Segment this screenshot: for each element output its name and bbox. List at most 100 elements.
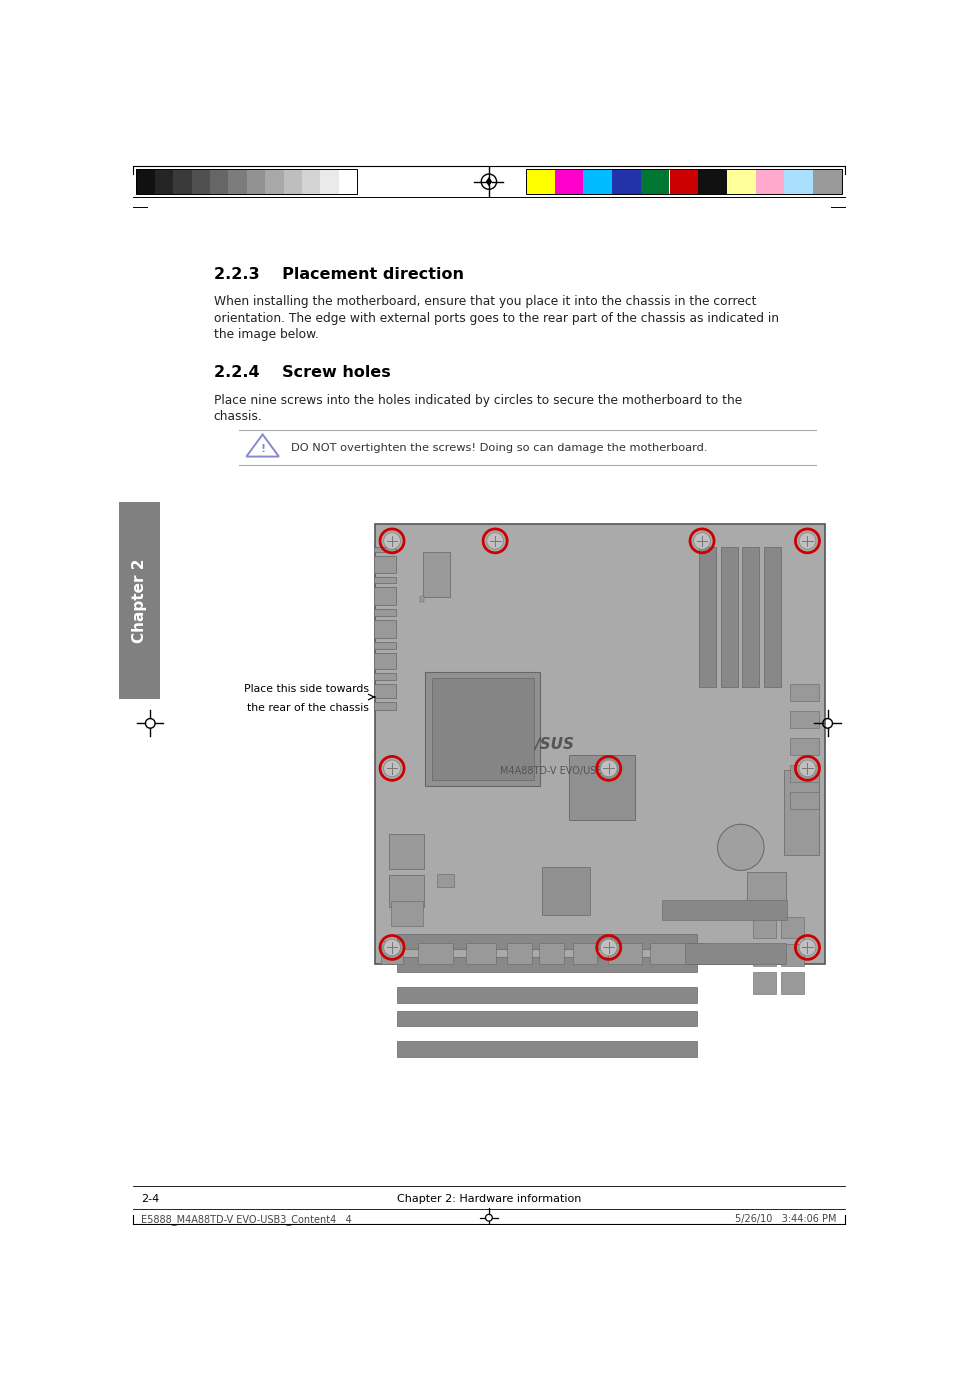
Bar bbox=[374, 654, 395, 669]
Circle shape bbox=[799, 533, 815, 549]
Text: M4A88TD-V EVO/USB3: M4A88TD-V EVO/USB3 bbox=[499, 765, 609, 776]
Text: the rear of the chassis: the rear of the chassis bbox=[247, 703, 369, 713]
Bar bbox=[789, 684, 819, 700]
Bar bbox=[781, 971, 803, 993]
Bar bbox=[661, 900, 786, 919]
Bar bbox=[753, 944, 776, 966]
Bar bbox=[374, 673, 395, 680]
Bar bbox=[669, 169, 698, 194]
Bar bbox=[763, 548, 781, 687]
Bar bbox=[789, 793, 819, 809]
Bar bbox=[375, 524, 823, 965]
Circle shape bbox=[599, 760, 617, 776]
Bar bbox=[419, 596, 423, 603]
Bar bbox=[374, 621, 395, 638]
Bar bbox=[746, 872, 785, 910]
Text: /SUS: /SUS bbox=[535, 736, 575, 751]
Bar bbox=[119, 502, 159, 699]
Bar bbox=[568, 755, 634, 820]
Bar bbox=[781, 916, 803, 938]
Bar bbox=[396, 933, 697, 949]
Text: orientation. The edge with external ports goes to the rear part of the chassis a: orientation. The edge with external port… bbox=[213, 312, 778, 325]
Bar bbox=[720, 548, 737, 687]
Bar bbox=[374, 556, 395, 574]
Bar bbox=[789, 711, 819, 728]
Bar bbox=[154, 169, 172, 194]
Bar bbox=[374, 608, 395, 616]
Bar bbox=[431, 678, 534, 780]
Bar bbox=[422, 552, 450, 597]
Bar bbox=[374, 641, 395, 649]
Bar bbox=[607, 943, 641, 965]
Bar bbox=[753, 916, 776, 938]
Bar bbox=[783, 771, 819, 854]
Bar bbox=[572, 943, 597, 965]
Bar bbox=[466, 943, 496, 965]
Bar bbox=[684, 943, 785, 965]
Circle shape bbox=[599, 938, 617, 956]
Bar bbox=[789, 738, 819, 755]
Circle shape bbox=[799, 760, 815, 776]
Bar bbox=[320, 169, 338, 194]
Circle shape bbox=[799, 938, 815, 956]
Circle shape bbox=[693, 533, 710, 549]
Bar bbox=[172, 169, 192, 194]
Polygon shape bbox=[485, 178, 492, 186]
Bar bbox=[640, 169, 669, 194]
Bar bbox=[136, 169, 154, 194]
Bar bbox=[649, 943, 703, 965]
Bar bbox=[302, 169, 320, 194]
Bar bbox=[612, 169, 640, 194]
Bar bbox=[390, 901, 422, 926]
Bar bbox=[753, 971, 776, 993]
Bar bbox=[506, 943, 531, 965]
Bar bbox=[136, 169, 356, 194]
Bar bbox=[417, 943, 452, 965]
Bar bbox=[396, 956, 697, 971]
Bar bbox=[396, 988, 697, 1003]
Bar bbox=[192, 169, 210, 194]
Circle shape bbox=[725, 905, 733, 912]
Bar bbox=[698, 169, 726, 194]
Bar bbox=[541, 867, 589, 915]
Bar bbox=[525, 169, 841, 194]
Bar bbox=[228, 169, 247, 194]
Text: the image below.: the image below. bbox=[213, 329, 318, 341]
Bar bbox=[247, 169, 265, 194]
Bar bbox=[374, 548, 395, 552]
Bar bbox=[699, 548, 716, 687]
Text: Place nine screws into the holes indicated by circles to secure the motherboard : Place nine screws into the holes indicat… bbox=[213, 394, 741, 407]
Text: !: ! bbox=[260, 443, 265, 454]
Polygon shape bbox=[246, 435, 278, 457]
Text: Chapter 2: Hardware information: Chapter 2: Hardware information bbox=[396, 1194, 580, 1204]
Bar bbox=[741, 548, 759, 687]
Bar bbox=[755, 169, 783, 194]
Text: 5/26/10   3:44:06 PM: 5/26/10 3:44:06 PM bbox=[735, 1214, 836, 1223]
Bar bbox=[210, 169, 228, 194]
Bar bbox=[436, 874, 454, 888]
Bar bbox=[781, 944, 803, 966]
Bar bbox=[338, 169, 356, 194]
Bar bbox=[555, 169, 583, 194]
Bar bbox=[396, 1042, 697, 1057]
Bar bbox=[374, 588, 395, 605]
Bar bbox=[812, 169, 841, 194]
Bar bbox=[374, 577, 395, 583]
Text: Chapter 2: Chapter 2 bbox=[132, 559, 147, 643]
Bar bbox=[538, 943, 563, 965]
Bar bbox=[381, 941, 402, 965]
Bar bbox=[374, 702, 395, 710]
Bar bbox=[525, 169, 555, 194]
Bar bbox=[265, 169, 283, 194]
Text: 2.2.3    Placement direction: 2.2.3 Placement direction bbox=[213, 267, 463, 282]
Bar bbox=[726, 169, 755, 194]
Circle shape bbox=[383, 760, 400, 776]
Bar bbox=[283, 169, 302, 194]
Circle shape bbox=[383, 938, 400, 956]
Bar bbox=[389, 875, 423, 907]
Bar bbox=[425, 671, 539, 786]
Bar bbox=[374, 684, 395, 698]
Bar bbox=[789, 765, 819, 782]
Text: 2-4: 2-4 bbox=[141, 1194, 159, 1204]
Circle shape bbox=[383, 533, 400, 549]
